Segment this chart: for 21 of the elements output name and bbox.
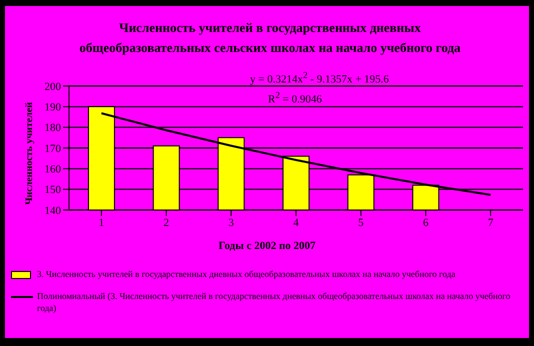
y-tick-label: 180 <box>44 122 62 134</box>
x-tick-label: 6 <box>422 216 429 229</box>
x-tick-label: 1 <box>98 216 104 229</box>
y-tick-label: 140 <box>44 204 62 217</box>
y-tick-label: 150 <box>44 184 62 196</box>
annotation: R$^{2}$ = 0.9046 <box>268 88 323 108</box>
legend-label: Полиномиальный (3. Численность учителей в государственных дневных общеобразовательных школах на начало учебного года) <box>37 290 512 314</box>
y-axis-title: Численность учителей <box>24 102 34 204</box>
x-tick-label: 7 <box>488 216 494 229</box>
y-tick-label: 170 <box>44 142 62 155</box>
x-tick-label: 3 <box>228 216 234 229</box>
y-tick-label: 160 <box>44 164 62 176</box>
y-tick-label: 190 <box>44 102 62 114</box>
x-tick-label: 4 <box>293 216 300 229</box>
x-axis-title: Годы с 2002 по 2007 <box>217 240 317 252</box>
chart-title: Численность учителей в государственных дневных общеобразовательных сельских школах на начало учебного года <box>78 19 462 57</box>
text: y = 0.3214x$^{2}$ - 9.1357x + 195.6 <box>250 69 389 88</box>
x-tick-label: 5 <box>358 216 364 229</box>
x-tick-label: 2 <box>164 216 170 229</box>
y-tick-label: 200 <box>44 80 62 93</box>
legend-label: 3. Численность учителей в государственных дневных общеобразовательных школах на начало учебного года <box>37 268 456 280</box>
